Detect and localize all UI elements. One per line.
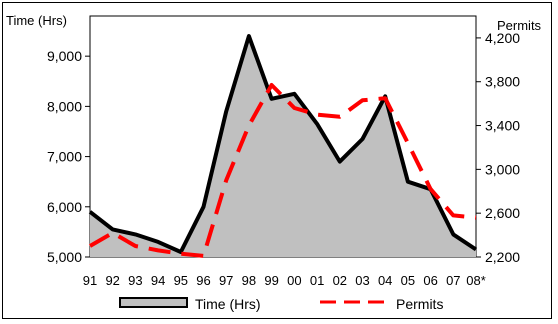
left-tick-label: 7,000 — [47, 149, 82, 165]
time-area-fill — [90, 36, 476, 257]
legend-label-time: Time (Hrs) — [195, 296, 261, 312]
right-tick-label: 3,800 — [485, 74, 520, 90]
right-axis-title: Permits — [497, 18, 542, 33]
legend: Time (Hrs) Permits — [119, 296, 443, 312]
x-tick-label: 04 — [378, 273, 392, 288]
x-tick-label: 94 — [151, 273, 165, 288]
left-axis-title: Time (Hrs) — [6, 13, 67, 28]
right-tick-label: 2,200 — [485, 249, 520, 265]
x-tick-label: 97 — [219, 273, 233, 288]
x-tick-label: 96 — [196, 273, 210, 288]
x-tick-label: 91 — [83, 273, 97, 288]
x-tick-label: 06 — [423, 273, 437, 288]
right-tick-label: 3,400 — [485, 118, 520, 134]
left-tick-label: 6,000 — [47, 199, 82, 215]
x-tick-label: 08* — [466, 273, 486, 288]
x-tick-label: 99 — [264, 273, 278, 288]
permits-line — [89, 83, 477, 258]
right-tick-label: 3,000 — [485, 161, 520, 177]
x-tick-label: 01 — [310, 273, 324, 288]
x-tick-label: 93 — [128, 273, 142, 288]
x-tick-label: 02 — [333, 273, 347, 288]
x-tick-label: 00 — [287, 273, 301, 288]
left-tick-label: 8,000 — [47, 98, 82, 114]
right-tick-label: 2,600 — [485, 205, 520, 221]
right-axis-ticks: 2,200 2,600 3,000 3,400 3,800 4,200 — [476, 30, 520, 265]
x-tick-label: 07 — [446, 273, 460, 288]
time-line — [88, 34, 478, 254]
left-tick-label: 5,000 — [47, 249, 82, 265]
x-tick-label: 92 — [105, 273, 119, 288]
x-tick-label: 05 — [401, 273, 415, 288]
left-axis-ticks: 5,000 6,000 7,000 8,000 9,000 — [47, 48, 90, 265]
legend-swatch-time — [119, 297, 188, 308]
left-tick-label: 9,000 — [47, 48, 82, 64]
right-tick-label: 4,200 — [485, 30, 520, 46]
x-tick-label: 03 — [355, 273, 369, 288]
chart-marks — [88, 34, 478, 258]
x-axis-tick-labels: 91 92 93 94 95 96 97 98 99 00 01 02 03 04 05 06 07 08* — [83, 273, 486, 288]
plot-area — [88, 15, 478, 258]
x-tick-label: 95 — [174, 273, 188, 288]
legend-label-permits: Permits — [396, 296, 443, 312]
x-tick-label: 98 — [242, 273, 256, 288]
